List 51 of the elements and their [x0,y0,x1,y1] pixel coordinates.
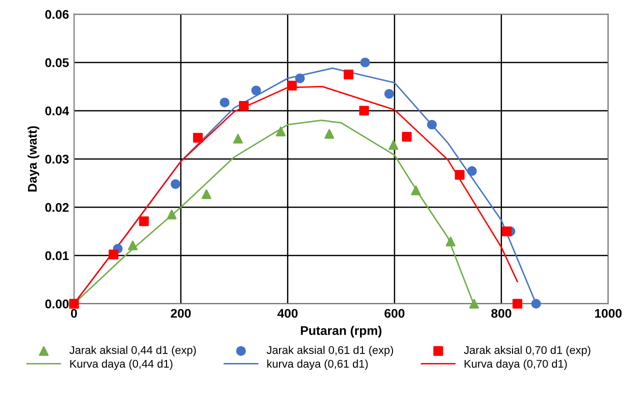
point [469,298,479,309]
point [166,210,177,220]
y-tick-label: 0.01 [45,251,69,260]
x-tick-label: 200 [170,308,191,318]
x-tick-label: 1000 [595,308,622,318]
point [360,58,370,68]
y-tick-label: 0.00 [45,300,69,308]
point [170,179,180,189]
point [251,86,262,96]
x-tick-label: 0 [71,308,77,318]
legend-label: Kurva daya (0,70 d1) [464,360,567,370]
point [239,101,249,111]
x-axis-title: Putaran (rpm) [300,326,382,338]
y-axis-title: Daya (watt) [28,126,40,192]
y-tick-label: 0.05 [45,58,69,68]
point [402,132,412,142]
point [108,250,118,260]
point [139,216,149,226]
point [388,140,398,150]
point [502,226,512,236]
y-tick-label: 0.02 [45,203,69,212]
point [344,70,354,80]
point [324,129,334,139]
point [446,236,456,246]
x-tick-label: 600 [384,308,404,318]
point [454,170,465,180]
point [531,298,541,309]
point [359,106,369,116]
point [467,166,477,176]
y-tick-label: 0.04 [45,106,70,116]
point [427,120,437,130]
y-tick-label: 0.06 [45,10,69,19]
point [384,88,394,99]
point [193,132,203,143]
point [128,240,138,250]
point [276,126,286,136]
point [295,74,305,84]
point [411,185,421,196]
point [233,134,243,144]
point [512,298,522,309]
point [287,80,297,90]
legend-label: Jarak aksial 0,44 d1 (exp) [70,346,196,356]
point [202,189,212,200]
legend-label: Jarak aksial 0,61 d1 (exp) [266,346,394,356]
point [220,98,230,108]
y-tick-label: 0.03 [45,154,69,164]
x-tick-label: 800 [491,308,512,318]
x-tick-label: 400 [277,308,298,318]
legend-label: Jarak aksial 0,70 d1 (exp) [464,346,590,356]
legend-label: kurva daya (0,61 d1) [267,360,368,370]
legend-label: Kurva daya (0,44 d1) [70,360,172,370]
